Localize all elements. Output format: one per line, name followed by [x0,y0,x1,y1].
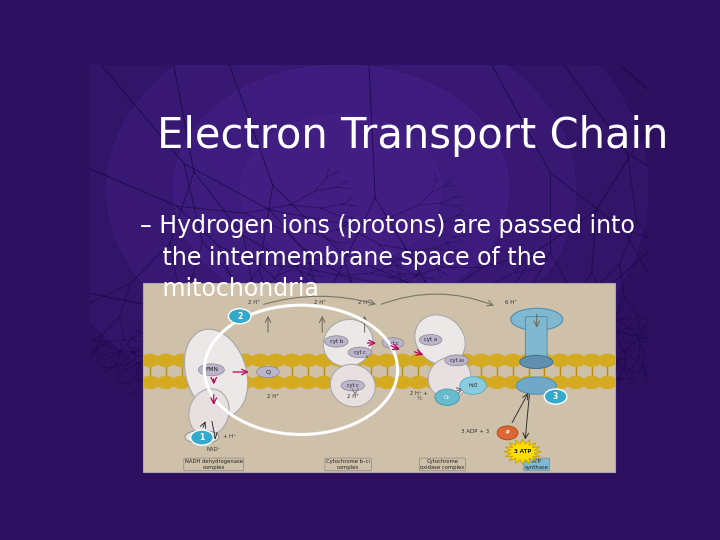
Circle shape [34,0,648,418]
Circle shape [107,15,575,364]
Text: – Hydrogen ions (protons) are passed into: – Hydrogen ions (protons) are passed int… [140,214,635,239]
Circle shape [240,114,441,265]
Circle shape [174,65,508,314]
Text: Electron Transport Chain: Electron Transport Chain [157,114,668,157]
FancyBboxPatch shape [143,283,615,472]
Text: the intermembrane space of the: the intermembrane space of the [140,246,546,269]
Text: mitochondria: mitochondria [140,277,319,301]
